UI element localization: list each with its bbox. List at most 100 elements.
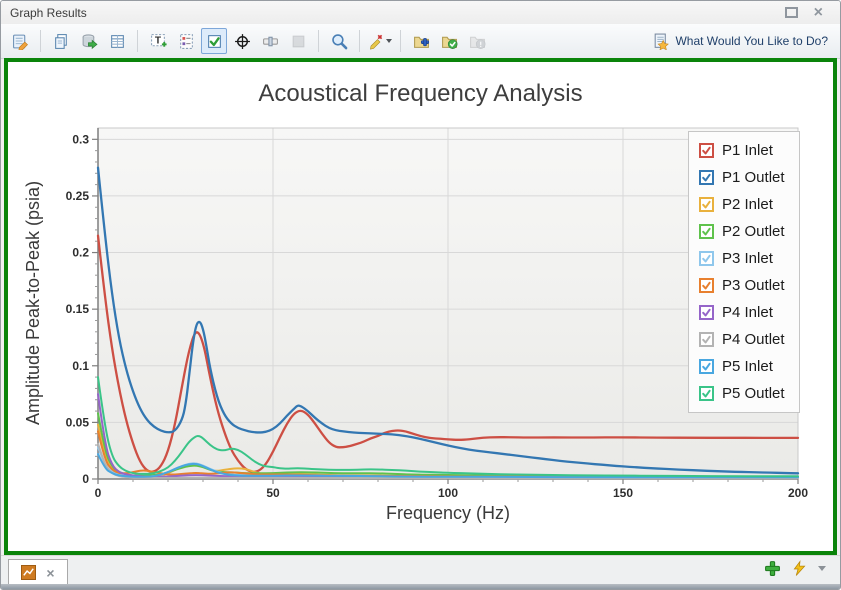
check-icon [702, 308, 711, 317]
toolbar-separator [40, 30, 41, 52]
legend-item-p3-outlet[interactable]: P3 Outlet [699, 272, 799, 299]
dropdown-caret-icon[interactable] [818, 566, 826, 571]
show-data-icon [110, 34, 124, 48]
toolbar-add-annotation-button[interactable]: T [145, 28, 171, 54]
toolbar-separator [359, 30, 360, 52]
y-axis-label: Amplitude Peak-to-Peak (psia) [23, 181, 43, 425]
curve-p1-inlet [96, 234, 800, 473]
add-graph-plus-icon[interactable] [764, 560, 781, 577]
bottom-actions [764, 560, 826, 577]
add-text-icon: T [150, 33, 167, 47]
toolbar-copy-graph-button[interactable] [48, 28, 74, 54]
toolbar-format-graph-button[interactable] [367, 28, 393, 54]
legend-item-p4-inlet[interactable]: P4 Inlet [699, 299, 799, 326]
toolbar: T What Would You Like to Do? [1, 24, 840, 59]
legend-item-p1-inlet[interactable]: P1 Inlet [699, 137, 799, 164]
x-tick-label: 150 [613, 486, 633, 500]
restore-window-icon[interactable] [784, 7, 798, 18]
x-tick-label: 0 [95, 486, 102, 500]
window-controls: × [784, 3, 831, 21]
legend-label: P1 Inlet [722, 142, 773, 159]
export-data-icon [82, 33, 98, 49]
legend-item-p1-outlet[interactable]: P1 Outlet [699, 164, 799, 191]
toolbar-zoom-button[interactable] [326, 28, 352, 54]
legend-item-p2-outlet[interactable]: P2 Outlet [699, 218, 799, 245]
toolbar-graph-options-button[interactable] [7, 28, 33, 54]
help-label: What Would You Like to Do? [675, 34, 828, 48]
check-icon [702, 362, 711, 371]
crosshair-icon [234, 33, 250, 49]
format-icon [370, 34, 383, 49]
gridlines [98, 128, 798, 479]
graph-tab-icon [21, 565, 37, 580]
check-icon [702, 281, 711, 290]
title-bar[interactable]: Graph Results × [1, 1, 840, 24]
graph-tab[interactable]: × [8, 559, 68, 586]
legend-item-p2-inlet[interactable]: P2 Inlet [699, 191, 799, 218]
toolbar-series-checkboxes-button[interactable] [201, 28, 227, 54]
what-to-do-star-icon [655, 33, 670, 50]
legend-item-p4-outlet[interactable]: P4 Outlet [699, 326, 799, 353]
legend-checkbox[interactable] [699, 224, 714, 239]
legend-checkbox[interactable] [699, 305, 714, 320]
toolbar-buttons: T [7, 28, 490, 54]
folder-add-icon [413, 36, 429, 48]
toolbar-crosshair-button[interactable] [229, 28, 255, 54]
toolbar-stop-button [285, 28, 311, 54]
legend-item-p5-inlet[interactable]: P5 Inlet [699, 353, 799, 380]
data-curves [96, 166, 800, 480]
quick-graph-lightning-icon[interactable] [792, 560, 807, 577]
help-link[interactable]: What Would You Like to Do? [652, 33, 834, 50]
chart-canvas: 0 0.05 0.1 0.15 0.2 0.25 0.3 0 50 100 150 200 Ampli… [23, 127, 808, 523]
legend-checkbox[interactable] [699, 332, 714, 347]
check-icon [702, 146, 711, 155]
check-icon [702, 389, 711, 398]
legend-item-p3-inlet[interactable]: P3 Inlet [699, 245, 799, 272]
x-tick-label: 50 [266, 486, 280, 500]
window-title: Graph Results [10, 5, 87, 20]
bottom-tab-bar: × [1, 555, 840, 586]
zoom-icon [331, 33, 347, 49]
legend-checkbox[interactable] [699, 359, 714, 374]
y-tick-label: 0.3 [72, 132, 89, 146]
stop-icon [292, 35, 304, 47]
legend-checkbox[interactable] [699, 143, 714, 158]
legend-label: P3 Outlet [722, 277, 785, 294]
legend: P1 Inlet P1 Outlet P2 Inlet P2 Outlet P3 Inl… [688, 131, 800, 413]
check-icon [702, 254, 711, 263]
legend-label: P5 Outlet [722, 385, 785, 402]
legend-label: P4 Inlet [722, 304, 773, 321]
toolbar-export-data-button[interactable] [76, 28, 102, 54]
legend-label: P2 Outlet [722, 223, 785, 240]
toolbar-show-data-button[interactable] [104, 28, 130, 54]
chart-title: Acoustical Frequency Analysis [258, 80, 583, 107]
check-icon [702, 335, 711, 344]
curve-p5-outlet [97, 376, 799, 478]
legend-checkbox[interactable] [699, 386, 714, 401]
toolbar-show-legend-button[interactable] [173, 28, 199, 54]
toolbar-add-to-folder-button[interactable] [408, 28, 434, 54]
close-tab-icon[interactable]: × [46, 564, 55, 581]
series-checks-icon [207, 34, 221, 48]
graph-panel: 0 0.05 0.1 0.15 0.2 0.25 0.3 0 50 100 150 200 Ampli… [4, 58, 837, 555]
x-axis-label: Frequency (Hz) [386, 503, 510, 523]
legend-checkbox[interactable] [699, 278, 714, 293]
graph-options-icon [12, 34, 28, 50]
legend-checkbox[interactable] [699, 251, 714, 266]
toolbar-separator [400, 30, 401, 52]
toolbar-folder-info-button [464, 28, 490, 54]
legend-label: P5 Inlet [722, 358, 773, 375]
slider-icon [262, 36, 278, 46]
toolbar-separator [137, 30, 138, 52]
toolbar-accept-folder-button[interactable] [436, 28, 462, 54]
legend-item-p5-outlet[interactable]: P5 Outlet [699, 380, 799, 407]
legend-checkbox[interactable] [699, 170, 714, 185]
folder-info-icon [469, 36, 485, 49]
y-tick-label: 0.2 [72, 246, 89, 260]
window-bottom-edge [1, 584, 840, 589]
legend-checkbox[interactable] [699, 197, 714, 212]
close-window-icon[interactable]: × [813, 3, 823, 21]
folder-check-icon [441, 36, 457, 49]
toolbar-zoom-range-button[interactable] [257, 28, 283, 54]
legend-label: P1 Outlet [722, 169, 785, 186]
